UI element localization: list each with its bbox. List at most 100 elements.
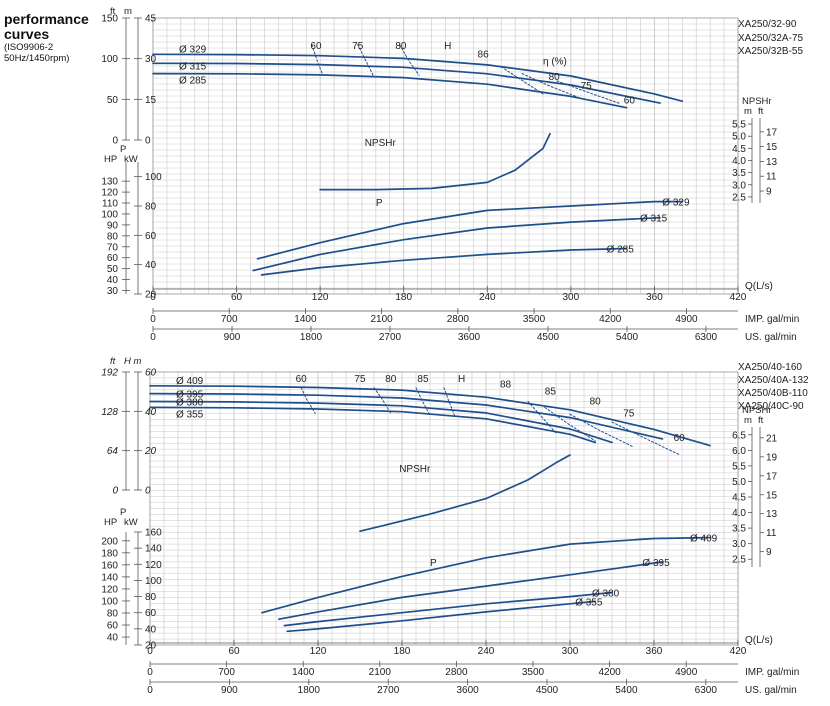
x-tick-label: 3600 bbox=[458, 332, 481, 343]
npsh-ft-tick-label: 17 bbox=[766, 471, 778, 482]
head-unit-ft: ft bbox=[110, 356, 116, 367]
eta-label: 88 bbox=[500, 380, 512, 391]
power-curve-label: Ø 285 bbox=[607, 245, 635, 256]
x-tick-label: 300 bbox=[562, 646, 579, 657]
npsh-unit-ft: ft bbox=[758, 415, 764, 426]
npsh-m-tick-label: 3.0 bbox=[732, 539, 746, 550]
x-tick-label: 0 bbox=[150, 332, 156, 343]
eta-label: 75 bbox=[581, 81, 593, 92]
head-curve bbox=[149, 392, 664, 440]
power-unit-kw: kW bbox=[124, 154, 138, 165]
npsh-ft-tick-label: 17 bbox=[766, 127, 778, 138]
npsh-m-tick-label: 4.5 bbox=[732, 144, 746, 155]
npsh-label: NPSHr bbox=[365, 138, 397, 149]
efficiency-line bbox=[357, 44, 374, 76]
npsh-ft-tick-label: 15 bbox=[766, 490, 778, 501]
efficiency-line bbox=[544, 406, 596, 442]
model-name: XA250/32A-75 bbox=[738, 33, 803, 44]
x-axis-label-imp: IMP. gal/min bbox=[745, 314, 799, 325]
plot-border bbox=[149, 371, 739, 646]
eta-label: 80 bbox=[549, 72, 561, 83]
power-kw-tick-label: 160 bbox=[145, 528, 162, 539]
power-label: P bbox=[376, 198, 383, 209]
x-tick-label: 120 bbox=[310, 646, 327, 657]
npsh-m-tick-label: 6.0 bbox=[732, 446, 746, 457]
eta-unit-label: η (%) bbox=[543, 57, 567, 68]
power-hp-tick-label: 180 bbox=[101, 548, 118, 559]
power-kw-tick-label: 20 bbox=[145, 290, 157, 301]
power-kw-tick-label: 60 bbox=[145, 608, 157, 619]
eta-label: 60 bbox=[296, 374, 308, 385]
x-tick-label: 2800 bbox=[447, 314, 470, 325]
power-unit-hp: HP bbox=[104, 517, 117, 528]
head-m-tick-label: 15 bbox=[145, 95, 157, 106]
head-m-tick-label: 30 bbox=[145, 54, 157, 65]
npsh-m-tick-label: 4.0 bbox=[732, 156, 746, 167]
npsh-ft-tick-label: 13 bbox=[766, 509, 778, 520]
x-tick-label: 60 bbox=[228, 646, 240, 657]
head-curve-label: Ø 285 bbox=[179, 76, 207, 87]
x-tick-label: 240 bbox=[479, 292, 496, 303]
x-tick-label: 2800 bbox=[445, 667, 468, 678]
npsh-label: NPSHr bbox=[399, 464, 431, 475]
power-hp-tick-label: 120 bbox=[101, 188, 118, 199]
power-kw-tick-label: 100 bbox=[145, 576, 162, 587]
x-axis-label-imp: IMP. gal/min bbox=[745, 667, 799, 678]
x-tick-label: 180 bbox=[395, 292, 412, 303]
x-tick-label: 3600 bbox=[456, 685, 479, 696]
x-tick-label: 1400 bbox=[294, 314, 317, 325]
eta-label: 75 bbox=[623, 408, 635, 419]
x-tick-label: 420 bbox=[730, 646, 747, 657]
power-curve bbox=[283, 591, 613, 627]
head-m-tick-label: 0 bbox=[145, 136, 151, 147]
title-standard: (ISO9906-2 bbox=[4, 42, 54, 53]
npsh-unit-m: m bbox=[744, 106, 752, 117]
power-unit-hp: HP bbox=[104, 154, 117, 165]
npsh-m-tick-label: 5.5 bbox=[732, 120, 746, 131]
npsh-m-tick-label: 5.0 bbox=[732, 477, 746, 488]
efficiency-line bbox=[443, 387, 456, 418]
efficiency-line bbox=[611, 421, 680, 456]
model-name: XA250/40C-90 bbox=[738, 401, 804, 412]
x-tick-label: 3500 bbox=[522, 667, 545, 678]
efficiency-line bbox=[373, 387, 392, 414]
x-tick-label: 4500 bbox=[537, 332, 560, 343]
eta-label: 80 bbox=[395, 41, 407, 52]
npsh-curve bbox=[359, 454, 571, 533]
head-ft-tick-label: 0 bbox=[112, 136, 118, 147]
npsh-ft-tick-label: 11 bbox=[766, 528, 777, 539]
eta-label: 85 bbox=[417, 374, 429, 385]
x-tick-label: 900 bbox=[221, 685, 238, 696]
head-unit-m: m bbox=[124, 6, 132, 17]
x-tick-label: 1800 bbox=[298, 685, 321, 696]
eta-label: 75 bbox=[354, 374, 366, 385]
head-ft-tick-label: 128 bbox=[101, 407, 118, 418]
x-tick-label: 300 bbox=[563, 292, 580, 303]
head-curve-label: Ø 329 bbox=[179, 44, 207, 55]
x-tick-label: 4200 bbox=[599, 314, 622, 325]
npsh-m-tick-label: 3.0 bbox=[732, 180, 746, 191]
power-curve-label: Ø 329 bbox=[662, 198, 690, 209]
x-tick-label: 700 bbox=[218, 667, 235, 678]
eta-label: 80 bbox=[385, 374, 397, 385]
npsh-m-tick-label: 3.5 bbox=[732, 168, 746, 179]
head-curve-label: Ø 395 bbox=[176, 390, 204, 401]
efficiency-line bbox=[556, 80, 621, 104]
power-curve-label: Ø 380 bbox=[592, 589, 620, 600]
x-tick-label: 180 bbox=[394, 646, 411, 657]
power-hp-tick-label: 70 bbox=[107, 242, 119, 253]
npsh-m-tick-label: 5.5 bbox=[732, 461, 746, 472]
x-tick-label: 420 bbox=[730, 292, 747, 303]
x-tick-label: 0 bbox=[147, 646, 153, 657]
power-hp-tick-label: 200 bbox=[101, 536, 118, 547]
npsh-ft-tick-label: 11 bbox=[766, 172, 777, 183]
power-hp-tick-label: 80 bbox=[107, 231, 119, 242]
title-line-1: performance bbox=[4, 11, 89, 27]
npsh-m-tick-label: 2.5 bbox=[732, 192, 746, 203]
eta-label: 86 bbox=[478, 49, 490, 60]
power-curve bbox=[261, 536, 711, 614]
power-curve bbox=[260, 247, 628, 276]
power-hp-tick-label: 110 bbox=[102, 199, 118, 210]
power-hp-tick-label: 80 bbox=[107, 608, 119, 619]
